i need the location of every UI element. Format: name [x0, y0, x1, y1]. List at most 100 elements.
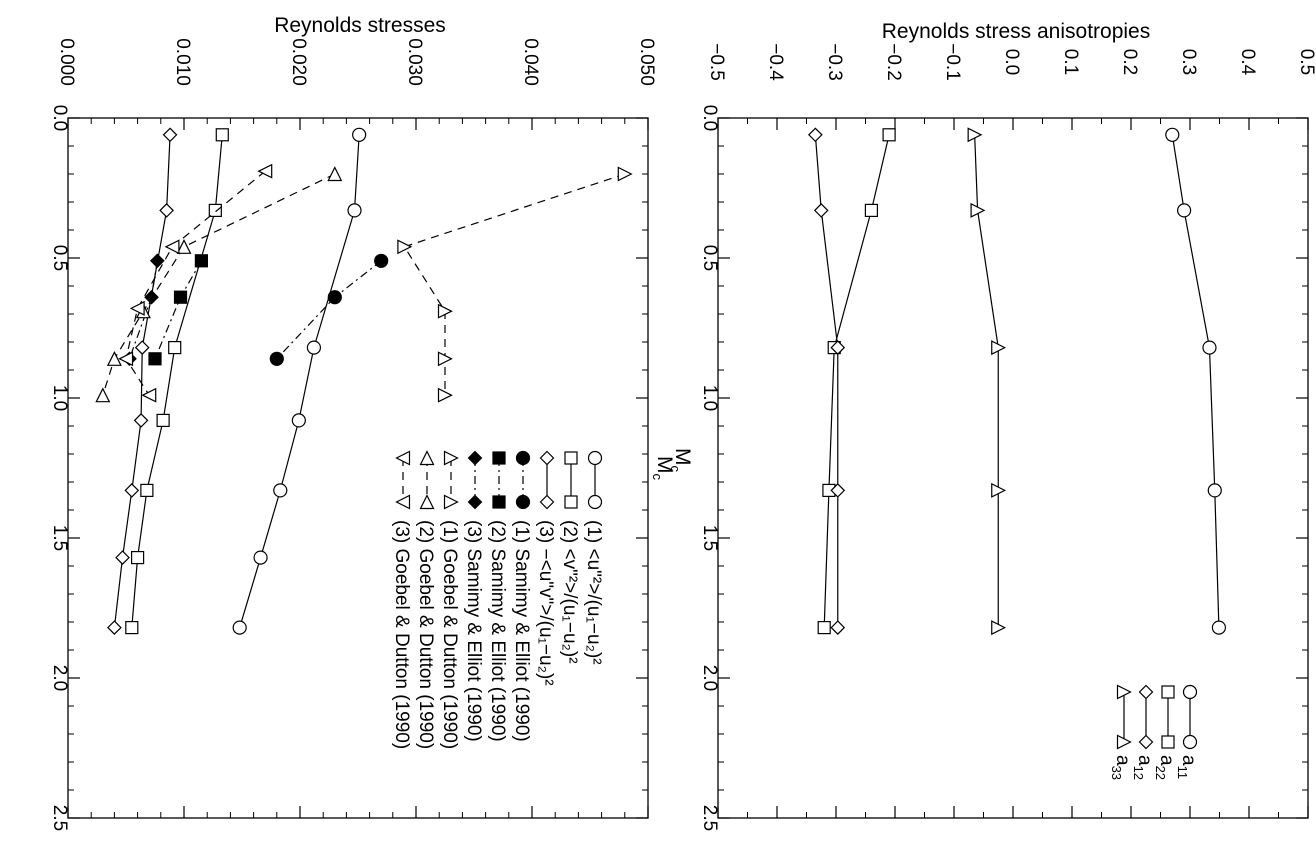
- y-tick-label: 0.030: [404, 38, 425, 86]
- legend-label: (3) −<u"v">/(u₁−u₂)²: [535, 520, 556, 686]
- x-tick-label: 2.5: [49, 805, 70, 831]
- legend-marker: [587, 494, 603, 510]
- series-group: [967, 127, 1007, 636]
- data-point: [124, 483, 140, 498]
- data-point: [1202, 340, 1217, 355]
- y-tick-label: 0.3: [1178, 49, 1199, 75]
- legend-marker: [564, 451, 578, 465]
- legend-label: a12: [1131, 755, 1155, 780]
- legend-label-main: a: [1134, 755, 1155, 766]
- chart-title: Reynolds stresses: [274, 14, 446, 37]
- legend-marker: [539, 450, 555, 466]
- series-group: [397, 166, 633, 403]
- x-tick-label: 2.0: [699, 665, 720, 691]
- x-tick-label: 0.0: [49, 105, 70, 131]
- legend-label: a22: [1153, 755, 1177, 780]
- data-point: [437, 351, 453, 367]
- data-point: [257, 163, 273, 179]
- legend-label: (3) Samimy & Elliot (1990): [463, 520, 484, 742]
- data-point: [194, 254, 208, 268]
- y-tick-label: 0.4: [1237, 49, 1258, 76]
- y-tick-label: −0.4: [765, 43, 786, 81]
- plot-series: [95, 127, 633, 635]
- data-point: [437, 387, 453, 403]
- data-point: [291, 413, 306, 428]
- data-point: [374, 253, 389, 268]
- plot-frame: [67, 117, 649, 819]
- legend-marker: [1182, 684, 1198, 700]
- series-line: [403, 173, 625, 396]
- series-group: [125, 128, 229, 635]
- series-line: [276, 260, 382, 360]
- data-point: [991, 340, 1007, 356]
- y-tick-label: −0.3: [824, 43, 845, 81]
- legend-marker: [492, 495, 506, 509]
- data-point: [327, 290, 342, 305]
- legend-label-sub: 12: [1131, 766, 1146, 780]
- data-point: [208, 203, 222, 217]
- series-group: [808, 127, 846, 635]
- data-point: [232, 620, 247, 635]
- legend-marker: [467, 450, 483, 466]
- data-point: [617, 166, 633, 182]
- legend-marker: [443, 494, 459, 510]
- data-point: [817, 620, 831, 635]
- data-point: [118, 351, 134, 367]
- series-group: [118, 163, 273, 403]
- series-group: [1165, 127, 1227, 635]
- legend-marker: [564, 495, 578, 509]
- legend-label: (1) <u"²>/(u₁−u₂)²: [583, 520, 604, 665]
- data-point: [95, 387, 111, 403]
- data-point: [306, 340, 322, 355]
- y-tick-label: −0.5: [706, 43, 727, 81]
- x-axis-label: Mc: [650, 456, 676, 481]
- legend-label-sub: 11: [1175, 766, 1190, 780]
- data-point: [352, 127, 367, 142]
- legend-label-main: a: [1156, 755, 1177, 766]
- legend-label: (2) <v"²>/(u₁−u₂)²: [559, 520, 580, 664]
- legend-marker: [1182, 734, 1198, 750]
- legend-marker: [395, 450, 411, 466]
- data-point: [808, 127, 823, 143]
- plot-frame: [717, 117, 1309, 819]
- data-point: [148, 352, 162, 366]
- data-point: [156, 413, 170, 427]
- chart-reynolds-stress-anisotropies: Reynolds stress anisotropies −0.5 −0.4 −0.…: [668, 20, 1316, 831]
- legend-marker: [492, 451, 506, 465]
- legend-marker: [1138, 684, 1154, 700]
- legend-label: a11: [1175, 755, 1199, 779]
- plot-series: [808, 127, 1227, 636]
- x-tick-label: 1.0: [49, 385, 70, 411]
- data-point: [140, 483, 154, 497]
- series-line: [131, 134, 223, 628]
- data-point: [1207, 483, 1222, 498]
- y-tick-label: 0.0: [1001, 49, 1022, 75]
- legend-marker: [515, 494, 531, 510]
- x-tick-label: 0.5: [699, 245, 720, 271]
- y-tick-label: −0.1: [942, 43, 963, 81]
- y-tick-label: 0.2: [1119, 49, 1140, 75]
- y-tick-label: 0.050: [636, 38, 657, 86]
- x-tick-label: 0.0: [699, 105, 720, 131]
- x-tick-label: 1.5: [699, 525, 720, 551]
- y-tick-label: 0.1: [1060, 49, 1081, 75]
- legend-marker: [539, 494, 555, 510]
- axis-ticks: −0.5 −0.4 −0.3 −0.2 −0.1 0.0 0.1 0.2 0.3 0.4 0.5 0.…: [699, 43, 1316, 831]
- data-point: [149, 253, 165, 269]
- legend-marker: [587, 450, 603, 466]
- series-group: [817, 128, 896, 635]
- series-group: [232, 127, 367, 635]
- data-point: [830, 620, 846, 635]
- data-point: [882, 128, 896, 142]
- legend: (1) <u"²>/(u₁−u₂)²(2) <v"²>/(u₁−u₂)²(3) …: [391, 450, 604, 749]
- chart-reynolds-stresses: Reynolds stresses 0.000 0.010 0.020 0.030 0.…: [49, 14, 676, 831]
- legend-label-sub: 33: [1109, 766, 1124, 780]
- legend-label: a33: [1109, 755, 1133, 780]
- axis-ticks: 0.000 0.010 0.020 0.030 0.040 0.050 0.0 0.5 1.0 1…: [49, 38, 657, 831]
- data-point: [133, 413, 149, 428]
- legend-marker: [395, 494, 411, 510]
- data-point: [115, 550, 130, 565]
- legend-marker: [1116, 684, 1132, 700]
- data-point: [164, 239, 180, 255]
- data-point: [967, 127, 983, 143]
